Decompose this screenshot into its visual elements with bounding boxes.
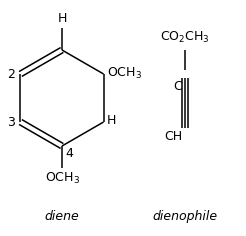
Text: H: H <box>57 12 67 25</box>
Text: CO$_2$CH$_3$: CO$_2$CH$_3$ <box>160 30 210 45</box>
Text: diene: diene <box>45 210 79 223</box>
Text: OCH$_3$: OCH$_3$ <box>45 171 79 186</box>
Text: 2: 2 <box>8 67 15 80</box>
Text: 3: 3 <box>8 115 15 128</box>
Text: OCH$_3$: OCH$_3$ <box>107 65 141 80</box>
Text: dienophile: dienophile <box>153 210 217 223</box>
Text: 4: 4 <box>65 147 73 160</box>
Text: C: C <box>173 80 182 93</box>
Text: CH: CH <box>164 130 182 143</box>
Text: H: H <box>107 114 116 127</box>
